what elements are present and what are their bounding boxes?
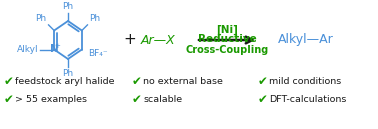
Text: ✔: ✔: [4, 75, 14, 88]
Text: N: N: [50, 45, 59, 54]
Text: > 55 examples: > 55 examples: [15, 95, 87, 104]
Text: ✔: ✔: [258, 75, 268, 88]
Text: ✔: ✔: [132, 75, 142, 88]
Text: Ph: Ph: [36, 14, 46, 23]
Text: ✔: ✔: [4, 94, 14, 107]
Text: ✔: ✔: [132, 94, 142, 107]
Text: Ar—X: Ar—X: [141, 34, 175, 46]
Text: Ph: Ph: [62, 2, 74, 11]
FancyArrowPatch shape: [199, 37, 253, 43]
Text: Alkyl: Alkyl: [17, 45, 38, 54]
Text: Alkyl—Ar: Alkyl—Ar: [278, 34, 334, 46]
Text: mild conditions: mild conditions: [269, 78, 341, 87]
Text: +: +: [55, 43, 60, 49]
Text: BF₄⁻: BF₄⁻: [88, 49, 107, 58]
Text: DFT-calculations: DFT-calculations: [269, 95, 346, 104]
Text: no external base: no external base: [143, 78, 223, 87]
Text: scalable: scalable: [143, 95, 182, 104]
Text: Ph: Ph: [90, 14, 101, 23]
Text: +: +: [124, 33, 136, 47]
Text: Ph: Ph: [62, 69, 74, 78]
Text: ✔: ✔: [258, 94, 268, 107]
Text: [Ni]: [Ni]: [216, 25, 238, 35]
Text: Cross-Coupling: Cross-Coupling: [185, 45, 269, 55]
Text: feedstock aryl halide: feedstock aryl halide: [15, 78, 115, 87]
Text: Reductive: Reductive: [198, 34, 256, 44]
